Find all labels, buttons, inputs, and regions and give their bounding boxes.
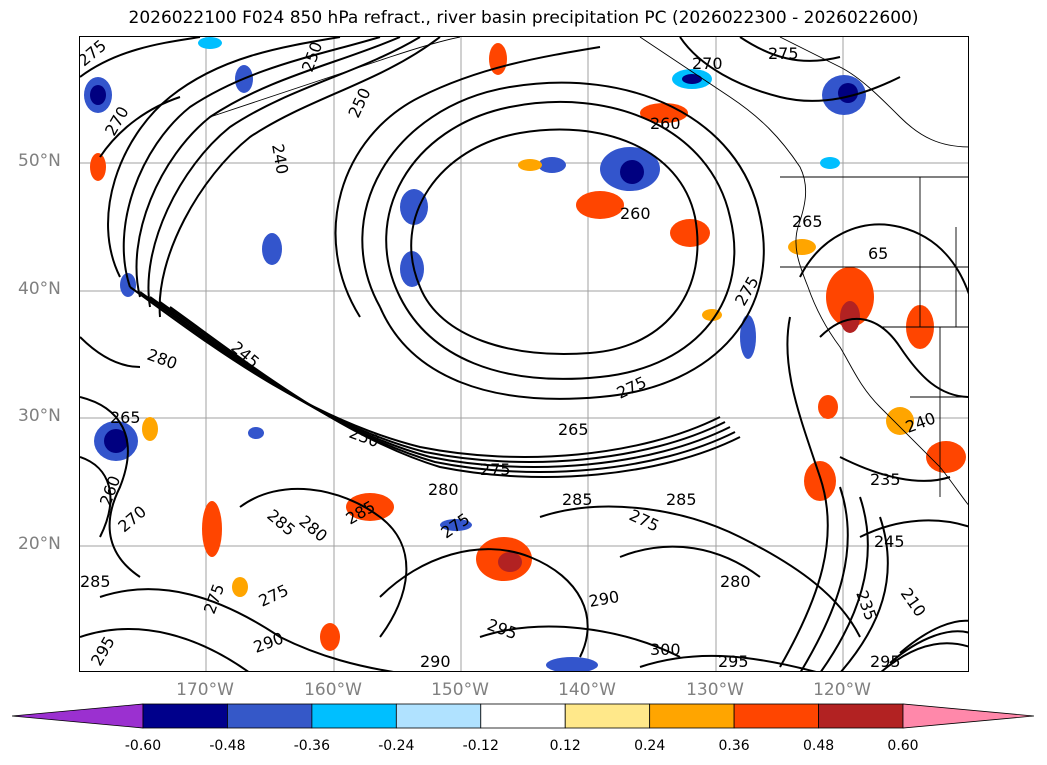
contour-label: 235 — [870, 470, 901, 489]
colorbar-segment — [480, 703, 566, 729]
colorbar — [12, 703, 1034, 729]
refractivity-contours — [80, 37, 968, 671]
contour-label: 265 — [110, 408, 141, 427]
colorbar-segment — [564, 703, 651, 729]
map-panel[interactable]: 275 270 250 240 250 270 275 260 260 265 … — [79, 36, 969, 672]
colorbar-segment — [649, 703, 735, 729]
contour-label: 250 — [347, 423, 382, 451]
contour-label: 265 — [792, 212, 823, 231]
lat-label-30n: 30°N — [18, 406, 61, 426]
colorbar-segment — [733, 703, 819, 729]
contour-label: 290 — [420, 652, 451, 671]
contour-label: 275 — [256, 580, 292, 610]
lat-label-40n: 40°N — [18, 279, 61, 299]
graticule — [80, 37, 968, 671]
coastline — [209, 37, 968, 506]
lat-label-20n: 20°N — [18, 534, 61, 554]
contour-label: 295 — [87, 633, 119, 669]
contour-label: 235 — [852, 588, 880, 623]
contour-label: 250 — [344, 85, 374, 121]
contour-label: 240 — [268, 142, 292, 175]
contour-label: 275 — [200, 581, 228, 616]
lon-label-170w: 170°W — [176, 680, 234, 700]
colorbar-tick-label: -0.12 — [462, 738, 499, 754]
lon-label-130w: 130°W — [686, 680, 744, 700]
lon-label-120w: 120°W — [813, 680, 871, 700]
contour-label: 260 — [620, 204, 651, 223]
contour-label: 280 — [295, 512, 331, 546]
contour-label: 265 — [558, 420, 589, 439]
contour-label: 285 — [80, 572, 111, 591]
map-title: 2026022100 F024 850 hPa refract., river … — [128, 8, 919, 28]
contour-label: 275 — [614, 372, 650, 402]
lat-label-50n: 50°N — [18, 151, 61, 171]
contour-label: 275 — [437, 509, 473, 542]
contour-label: 270 — [692, 54, 723, 73]
contour-label: 290 — [251, 628, 286, 656]
contour-label: 295 — [485, 615, 520, 643]
contour-label: 275 — [80, 37, 110, 70]
contour-label: 210 — [897, 584, 930, 620]
lon-label-150w: 150°W — [431, 680, 489, 700]
contour-label: 275 — [768, 44, 799, 63]
colorbar-segment — [818, 703, 904, 729]
colorbar-segment — [311, 703, 397, 729]
colorbar-extend-low — [12, 703, 144, 729]
contour-label: 285 — [562, 490, 593, 509]
contour-label: 65 — [868, 244, 888, 263]
colorbar-tick-label: 0.48 — [802, 738, 835, 754]
lon-label-160w: 160°W — [304, 680, 362, 700]
colorbar-segment — [395, 703, 482, 729]
contour-label: 280 — [720, 572, 751, 591]
colorbar-tick-label: 0.60 — [887, 738, 919, 754]
contour-label: 245 — [227, 338, 263, 372]
colorbar-segment — [142, 703, 228, 729]
contour-label: 270 — [114, 502, 150, 536]
contour-label: 295 — [870, 652, 901, 671]
contour-label: 260 — [96, 473, 124, 508]
colorbar-tick-label: -0.36 — [293, 738, 330, 754]
colorbar-tick-label: 0.36 — [718, 738, 750, 754]
contour-label: 300 — [650, 640, 681, 659]
contour-label: 280 — [145, 345, 180, 373]
colorbar-tick-label: 0.24 — [634, 738, 666, 754]
contour-label: 245 — [874, 532, 905, 551]
contour-label: 285 — [666, 490, 697, 509]
contour-label: 260 — [650, 114, 681, 133]
colorbar-segment — [227, 703, 313, 729]
colorbar-tick-label: 0.12 — [549, 738, 581, 754]
contour-label: 285 — [263, 506, 299, 540]
contour-label: 295 — [718, 652, 749, 671]
colorbar-extend-high — [902, 703, 1034, 729]
contour-label: 290 — [587, 587, 620, 611]
lon-label-140w: 140°W — [558, 680, 616, 700]
colorbar-tick-label: -0.24 — [378, 738, 415, 754]
colorbar-tick-label: -0.60 — [124, 738, 162, 754]
map-canvas: 275 270 250 240 250 270 275 260 260 265 … — [80, 37, 968, 671]
contour-label: 280 — [428, 480, 459, 499]
contour-label: 275 — [480, 460, 511, 479]
colorbar-tick-label: -0.48 — [209, 738, 246, 754]
